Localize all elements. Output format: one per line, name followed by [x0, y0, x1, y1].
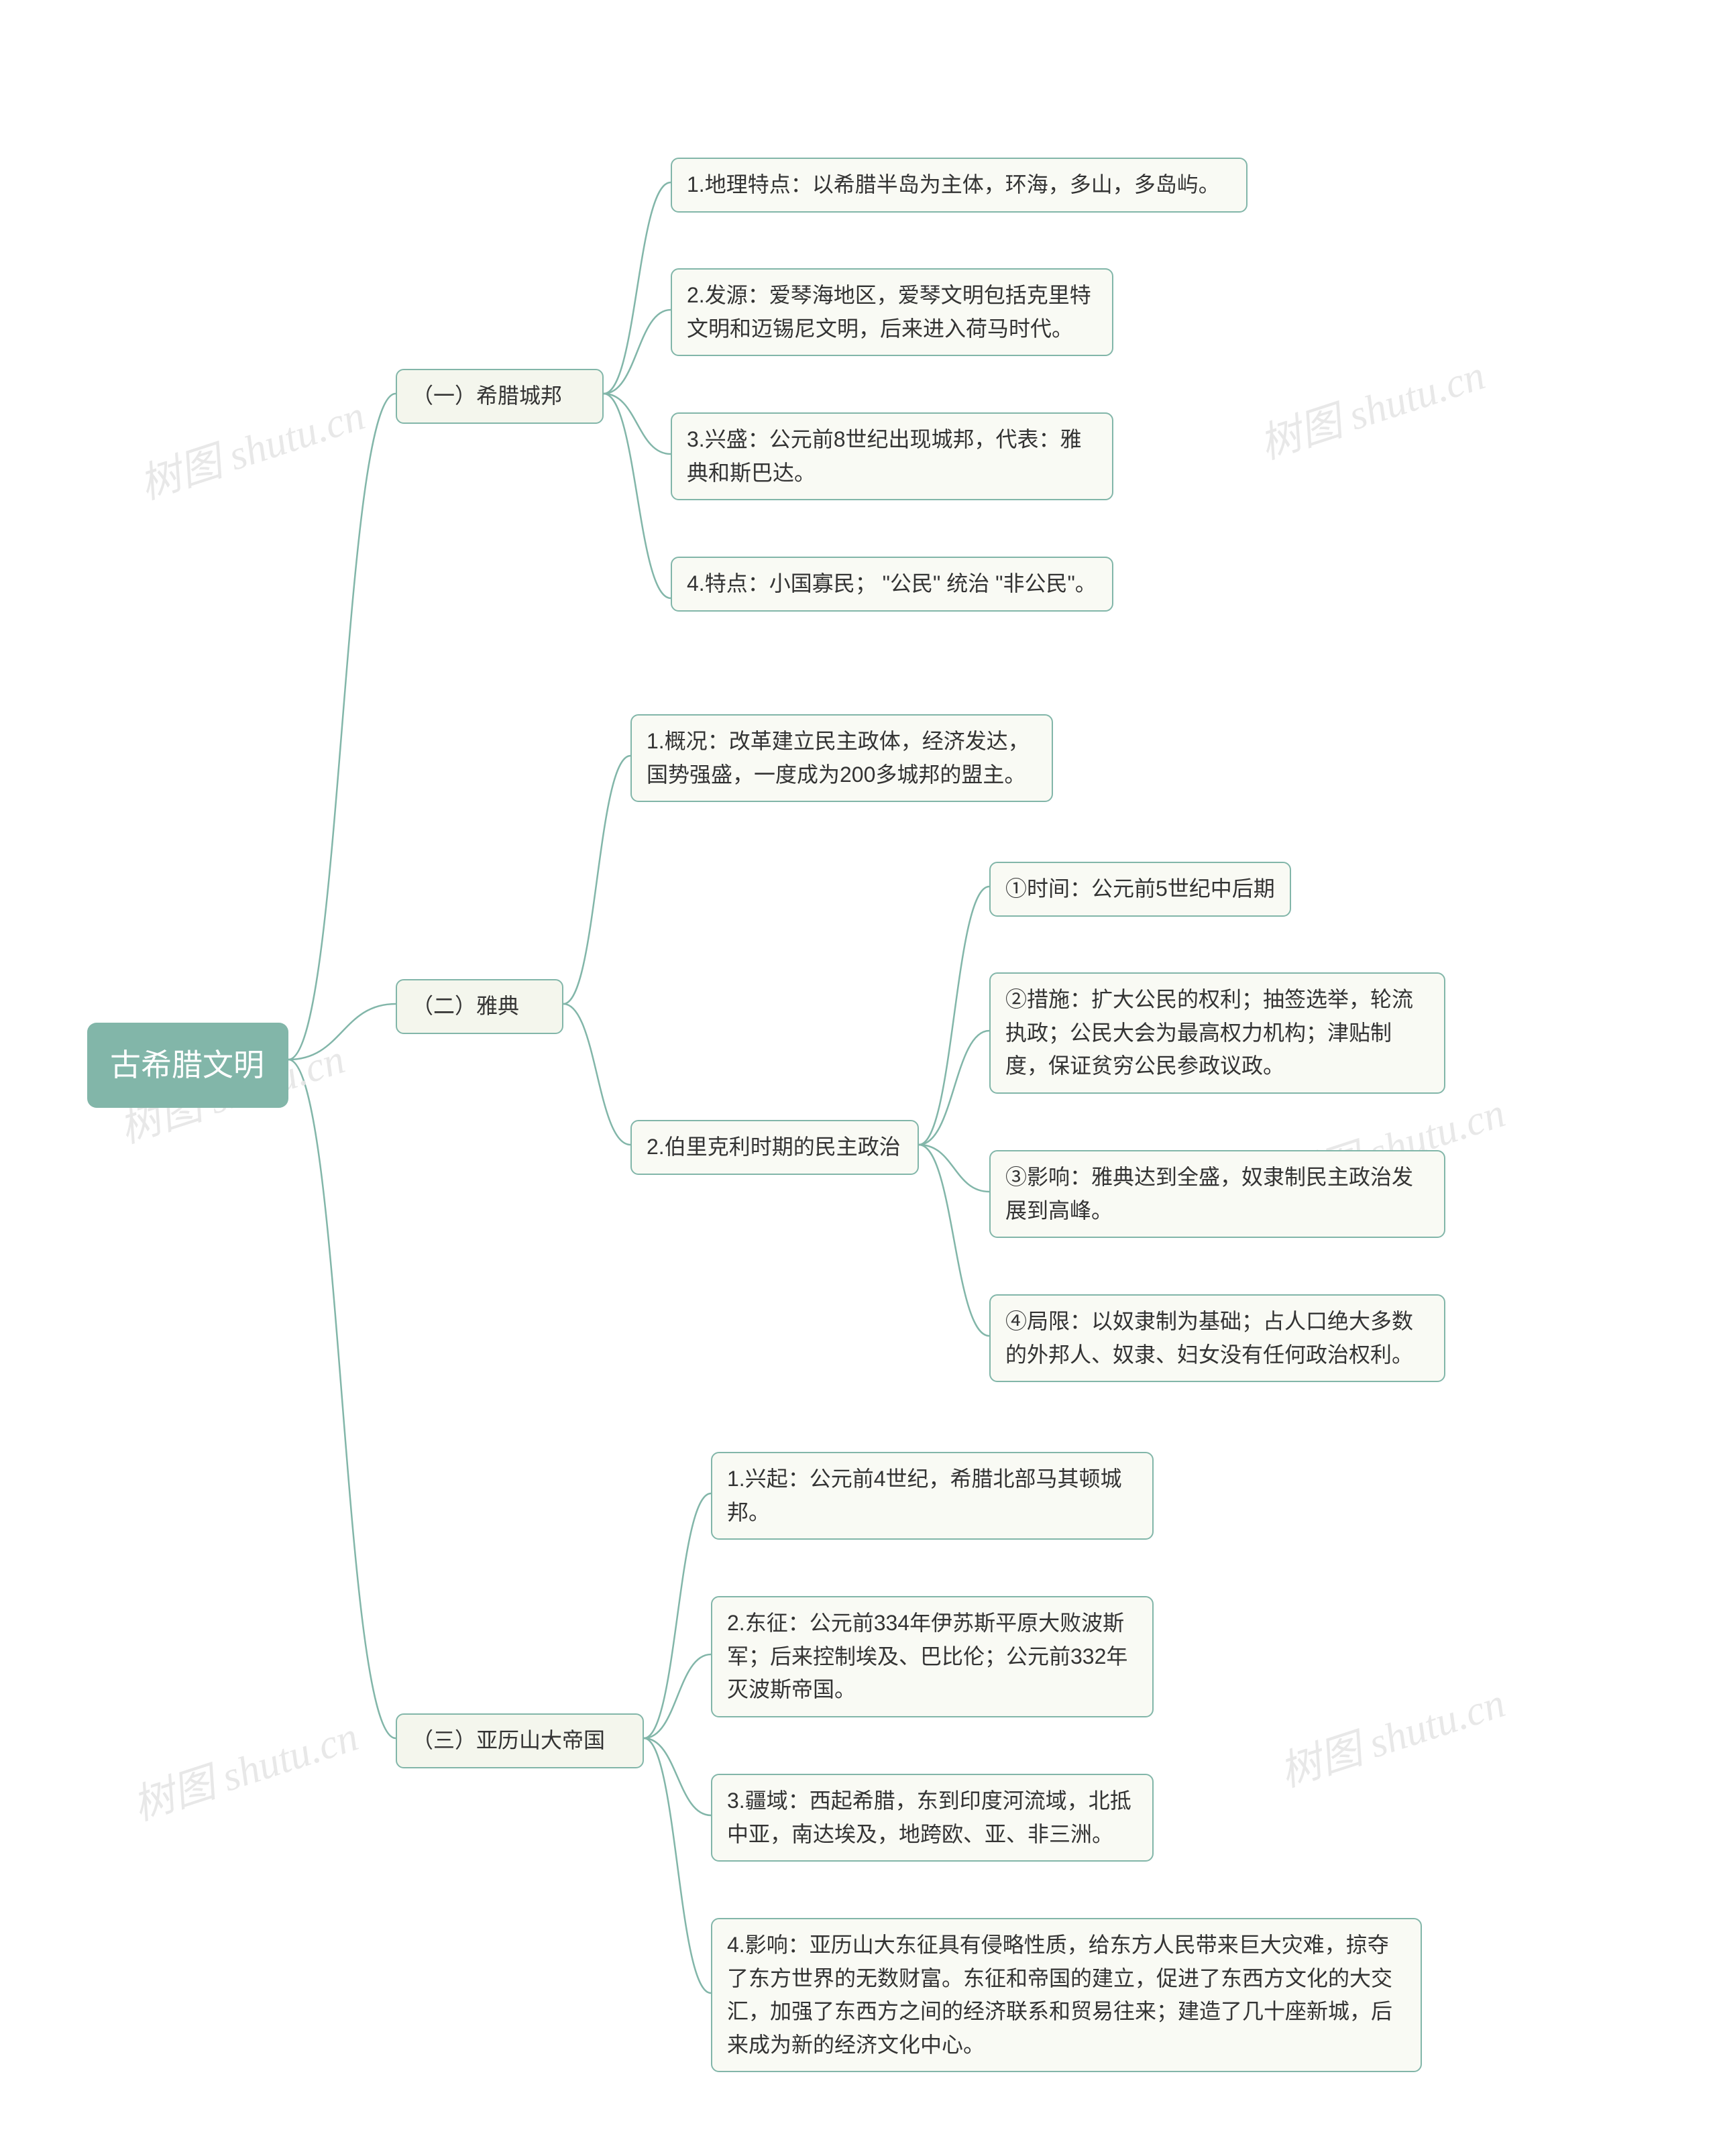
leaf-node-2-2a: ①时间：公元前5世纪中后期	[989, 862, 1291, 917]
leaf-node-3-3: 3.疆域：西起希腊，东到印度河流域，北抵中亚，南达埃及，地跨欧、亚、非三洲。	[711, 1774, 1154, 1862]
leaf-node-2-2: 2.伯里克利时期的民主政治	[630, 1120, 919, 1175]
watermark: 树图 shutu.cn	[1271, 1668, 1512, 1798]
leaf-node-1-4: 4.特点：小国寡民； "公民" 统治 "非公民"。	[671, 557, 1113, 612]
leaf-node-3-4: 4.影响：亚历山大东征具有侵略性质，给东方人民带来巨大灾难，掠夺了东方世界的无数…	[711, 1918, 1422, 2072]
leaf-node-2-1: 1.概况：改革建立民主政体，经济发达，国势强盛，一度成为200多城邦的盟主。	[630, 714, 1053, 802]
branch-node-2: （二）雅典	[396, 979, 563, 1034]
branch-node-1: （一）希腊城邦	[396, 369, 604, 424]
leaf-node-2-2b: ②措施：扩大公民的权利；抽签选举，轮流执政；公民大会为最高权力机构；津贴制度，保…	[989, 972, 1445, 1094]
branch-node-3: （三）亚历山大帝国	[396, 1713, 644, 1768]
leaf-node-1-2: 2.发源：爱琴海地区，爱琴文明包括克里特文明和迈锡尼文明，后来进入荷马时代。	[671, 268, 1113, 356]
leaf-node-2-2c: ③影响：雅典达到全盛，奴隶制民主政治发展到高峰。	[989, 1150, 1445, 1238]
leaf-node-2-2d: ④局限：以奴隶制为基础；占人口绝大多数的外邦人、奴隶、妇女没有任何政治权利。	[989, 1294, 1445, 1382]
leaf-node-1-3: 3.兴盛：公元前8世纪出现城邦，代表：雅典和斯巴达。	[671, 412, 1113, 500]
leaf-node-1-1: 1.地理特点：以希腊半岛为主体，环海，多山，多岛屿。	[671, 158, 1248, 213]
leaf-node-3-1: 1.兴起：公元前4世纪，希腊北部马其顿城邦。	[711, 1452, 1154, 1540]
root-node: 古希腊文明	[87, 1023, 288, 1108]
watermark: 树图 shutu.cn	[124, 1702, 365, 1831]
watermark: 树图 shutu.cn	[1251, 341, 1492, 470]
leaf-node-3-2: 2.东征：公元前334年伊苏斯平原大败波斯军；后来控制埃及、巴比伦；公元前332…	[711, 1596, 1154, 1717]
watermark: 树图 shutu.cn	[131, 381, 372, 510]
